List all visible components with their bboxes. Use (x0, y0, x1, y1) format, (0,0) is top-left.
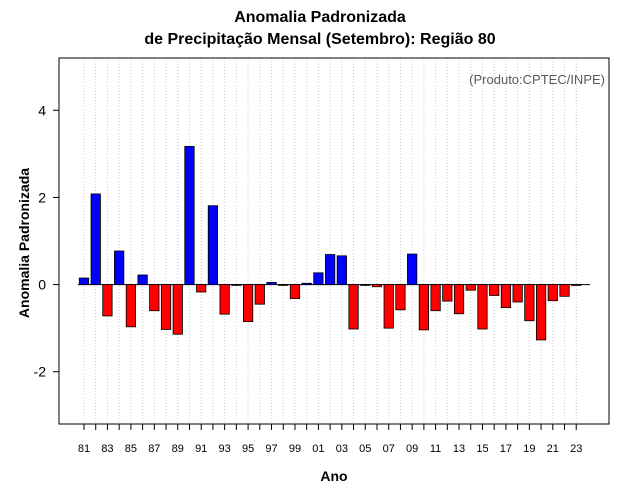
bar-92 (207, 205, 219, 285)
x-axis-label: Ano (320, 468, 348, 484)
bar-89 (172, 284, 183, 335)
bar-22 (559, 284, 570, 297)
y-tick-label: -2 (34, 364, 47, 380)
bar-21 (547, 284, 558, 302)
chart-subtitle: de Precipitação Mensal (Setembro): Regiã… (144, 31, 496, 48)
x-tick-label: 09 (406, 443, 418, 455)
x-tick-label: 05 (359, 443, 371, 455)
bar-83 (102, 284, 113, 317)
plot-frame (58, 57, 610, 425)
x-tick-label: 15 (476, 443, 488, 455)
x-tick-label: 19 (523, 443, 535, 455)
bar-16 (489, 284, 500, 296)
x-tick-label: 87 (148, 443, 160, 455)
x-tick-label: 93 (219, 443, 231, 455)
bar-15 (477, 284, 488, 330)
bar-10 (418, 284, 429, 331)
bar-81 (78, 277, 90, 285)
bar-11 (430, 284, 441, 312)
bar-90 (184, 146, 195, 285)
chart-title: Anomalia Padronizada (234, 9, 406, 26)
bar-20 (535, 284, 547, 341)
bar-96 (254, 284, 265, 305)
x-tick-label: 23 (570, 443, 582, 455)
bar-87 (149, 284, 160, 312)
bar-95 (242, 284, 254, 323)
bar-88 (160, 284, 172, 330)
bar-19 (524, 284, 535, 322)
y-tick-label: 2 (38, 189, 46, 205)
x-tick-label: 17 (500, 443, 512, 455)
bar-94 (231, 284, 242, 286)
bar-02 (325, 254, 336, 285)
x-tick-label: 13 (453, 443, 465, 455)
bar-97 (266, 281, 277, 285)
bar-98 (278, 284, 289, 286)
x-tick-label: 99 (289, 443, 301, 455)
x-tick-label: 89 (172, 443, 184, 455)
x-tick-label: 81 (78, 443, 90, 455)
source-credit: (Produto:CPTEC/INPE) (469, 72, 605, 87)
bar-04 (348, 284, 359, 330)
x-tick-label: 97 (265, 443, 277, 455)
bar-13 (453, 284, 465, 315)
bar-93 (219, 284, 230, 315)
bar-03 (336, 255, 347, 285)
x-tick-label: 85 (125, 443, 137, 455)
bar-14 (465, 284, 476, 291)
bar-84 (114, 250, 125, 285)
bar-99 (289, 284, 301, 299)
x-tick-label: 95 (242, 443, 254, 455)
bar-01 (313, 272, 324, 285)
bar-12 (442, 284, 453, 302)
y-axis-label: Anomalia Padronizada (16, 167, 32, 319)
x-tick-label: 01 (312, 443, 324, 455)
x-tick-label: 07 (383, 443, 395, 455)
bar-08 (395, 284, 406, 311)
bar-18 (512, 284, 523, 303)
bar-07 (383, 284, 394, 329)
bar-17 (500, 284, 512, 309)
x-tick-label: 11 (430, 443, 441, 455)
x-tick-label: 03 (336, 443, 348, 455)
bar-23 (571, 284, 582, 286)
x-tick-label: 21 (547, 443, 559, 455)
bar-82 (90, 193, 101, 285)
bar-09 (407, 253, 418, 285)
y-tick-label: 0 (38, 277, 46, 293)
x-tick-label: 91 (195, 443, 207, 455)
y-tick-label: 4 (38, 102, 46, 118)
bar-85 (125, 284, 136, 328)
bar-86 (137, 274, 148, 285)
bar-00 (301, 282, 312, 285)
bar-91 (196, 284, 207, 293)
x-tick-label: 83 (101, 443, 113, 455)
bar-05 (360, 284, 371, 286)
bar-06 (371, 284, 383, 288)
